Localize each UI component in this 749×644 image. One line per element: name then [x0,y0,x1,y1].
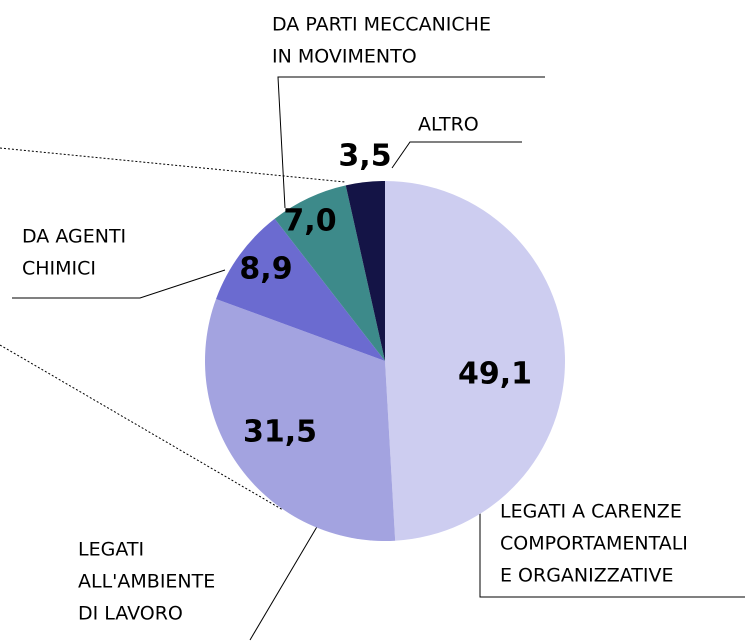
pie-slice [274,185,385,361]
category-label: DI LAVORO [78,603,183,625]
leader-line [0,147,346,183]
leader-lines [0,76,745,641]
category-label: E ORGANIZZATIVE [500,565,674,587]
category-label: IN MOVIMENTO [272,46,417,68]
category-label: ALL'AMBIENTE [78,571,215,593]
pie-slice [345,181,385,361]
leader-line [12,269,226,299]
category-label: LEGATI A CARENZE [500,501,682,523]
pie-slice [216,218,385,361]
pie-slice [204,298,396,541]
category-label: LEGATI [78,539,144,561]
data-label: 8,9 [239,252,292,287]
category-label: DA AGENTI [22,226,126,248]
data-label: 7,0 [283,204,336,239]
leader-line [277,76,545,209]
data-label: 49,1 [458,357,532,392]
pie-slice [385,181,566,541]
leader-line [0,344,284,511]
category-label: CHIMICI [22,258,96,280]
data-label: 31,5 [243,415,317,450]
category-label: DA PARTI MECCANICHE [272,14,491,36]
leader-line [391,141,522,169]
category-label: ALTRO [418,114,479,136]
leader-line [479,505,745,598]
leader-line [249,524,319,641]
category-label: COMPORTAMENTALI [500,533,688,555]
data-label: 3,5 [338,139,391,174]
